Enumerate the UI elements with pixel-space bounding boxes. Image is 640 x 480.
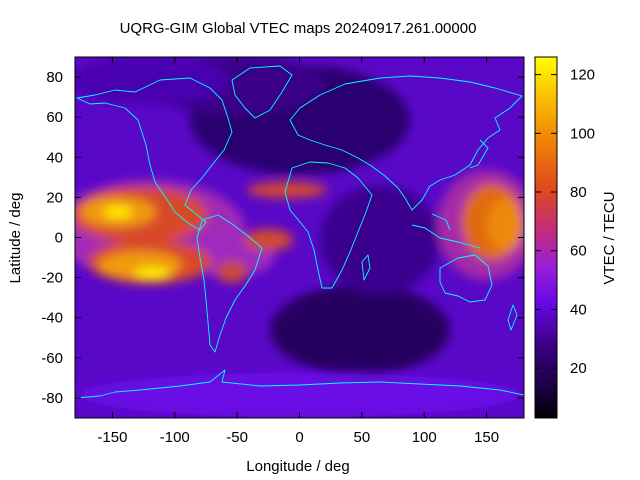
y-axis-label: Latitude / deg [7, 193, 24, 284]
x-tick-label: 0 [295, 429, 303, 446]
y-tick-label: 0 [55, 230, 63, 247]
coastline-new-zealand [507, 304, 518, 331]
coastlines [75, 65, 524, 399]
coastline-japan [469, 139, 489, 169]
x-tick-label: 150 [474, 429, 499, 446]
coastline-south-america [196, 214, 263, 353]
colorbar-tick-label: 80 [570, 184, 587, 201]
colorbar-tick-label: 120 [570, 67, 595, 84]
colorbar-tick-label: 100 [570, 125, 595, 142]
chart-title: UQRG-GIM Global VTEC maps 20240917.261.0… [120, 20, 477, 37]
x-tick-label: 100 [412, 429, 437, 446]
x-tick-label: 50 [354, 429, 371, 446]
coastline-europe-asia [289, 75, 523, 211]
x-tick-label: -150 [97, 429, 127, 446]
y-tick-label: -60 [41, 350, 63, 367]
coastline-north-america [76, 77, 233, 231]
x-tick-label: -100 [160, 429, 190, 446]
colorbar-tick-label: 60 [570, 243, 587, 260]
y-tick-label: 40 [46, 149, 63, 166]
y-tick-label: -40 [41, 310, 63, 327]
x-axis-label: Longitude / deg [246, 458, 349, 475]
y-tick-label: 80 [46, 69, 63, 86]
x-axis-ticks: -150 -100 -50 0 50 100 150 [97, 57, 499, 446]
colorbar [534, 56, 558, 419]
colorbar-label: VTEC / TECU [601, 191, 618, 284]
coastline-africa [284, 161, 373, 289]
vtec-heatmap [75, 57, 524, 418]
y-tick-label: 60 [46, 109, 63, 126]
x-tick-label: -50 [226, 429, 248, 446]
coastline-indonesia [411, 213, 481, 249]
colorbar-tick-label: 40 [570, 301, 587, 318]
coastline-greenland [231, 65, 293, 119]
colorbar-tick-label: 20 [570, 360, 587, 377]
coastline-madagascar [361, 254, 371, 281]
y-tick-label: -20 [41, 270, 63, 287]
colorbar-ticks: 20 40 60 80 100 120 [535, 67, 595, 377]
y-tick-label: 20 [46, 189, 63, 206]
coastline-australia [439, 254, 493, 303]
y-axis-ticks: 80 60 40 20 0 -20 -40 -60 -80 [41, 69, 524, 407]
y-tick-label: -80 [41, 390, 63, 407]
coastline-antarctica [75, 369, 524, 399]
